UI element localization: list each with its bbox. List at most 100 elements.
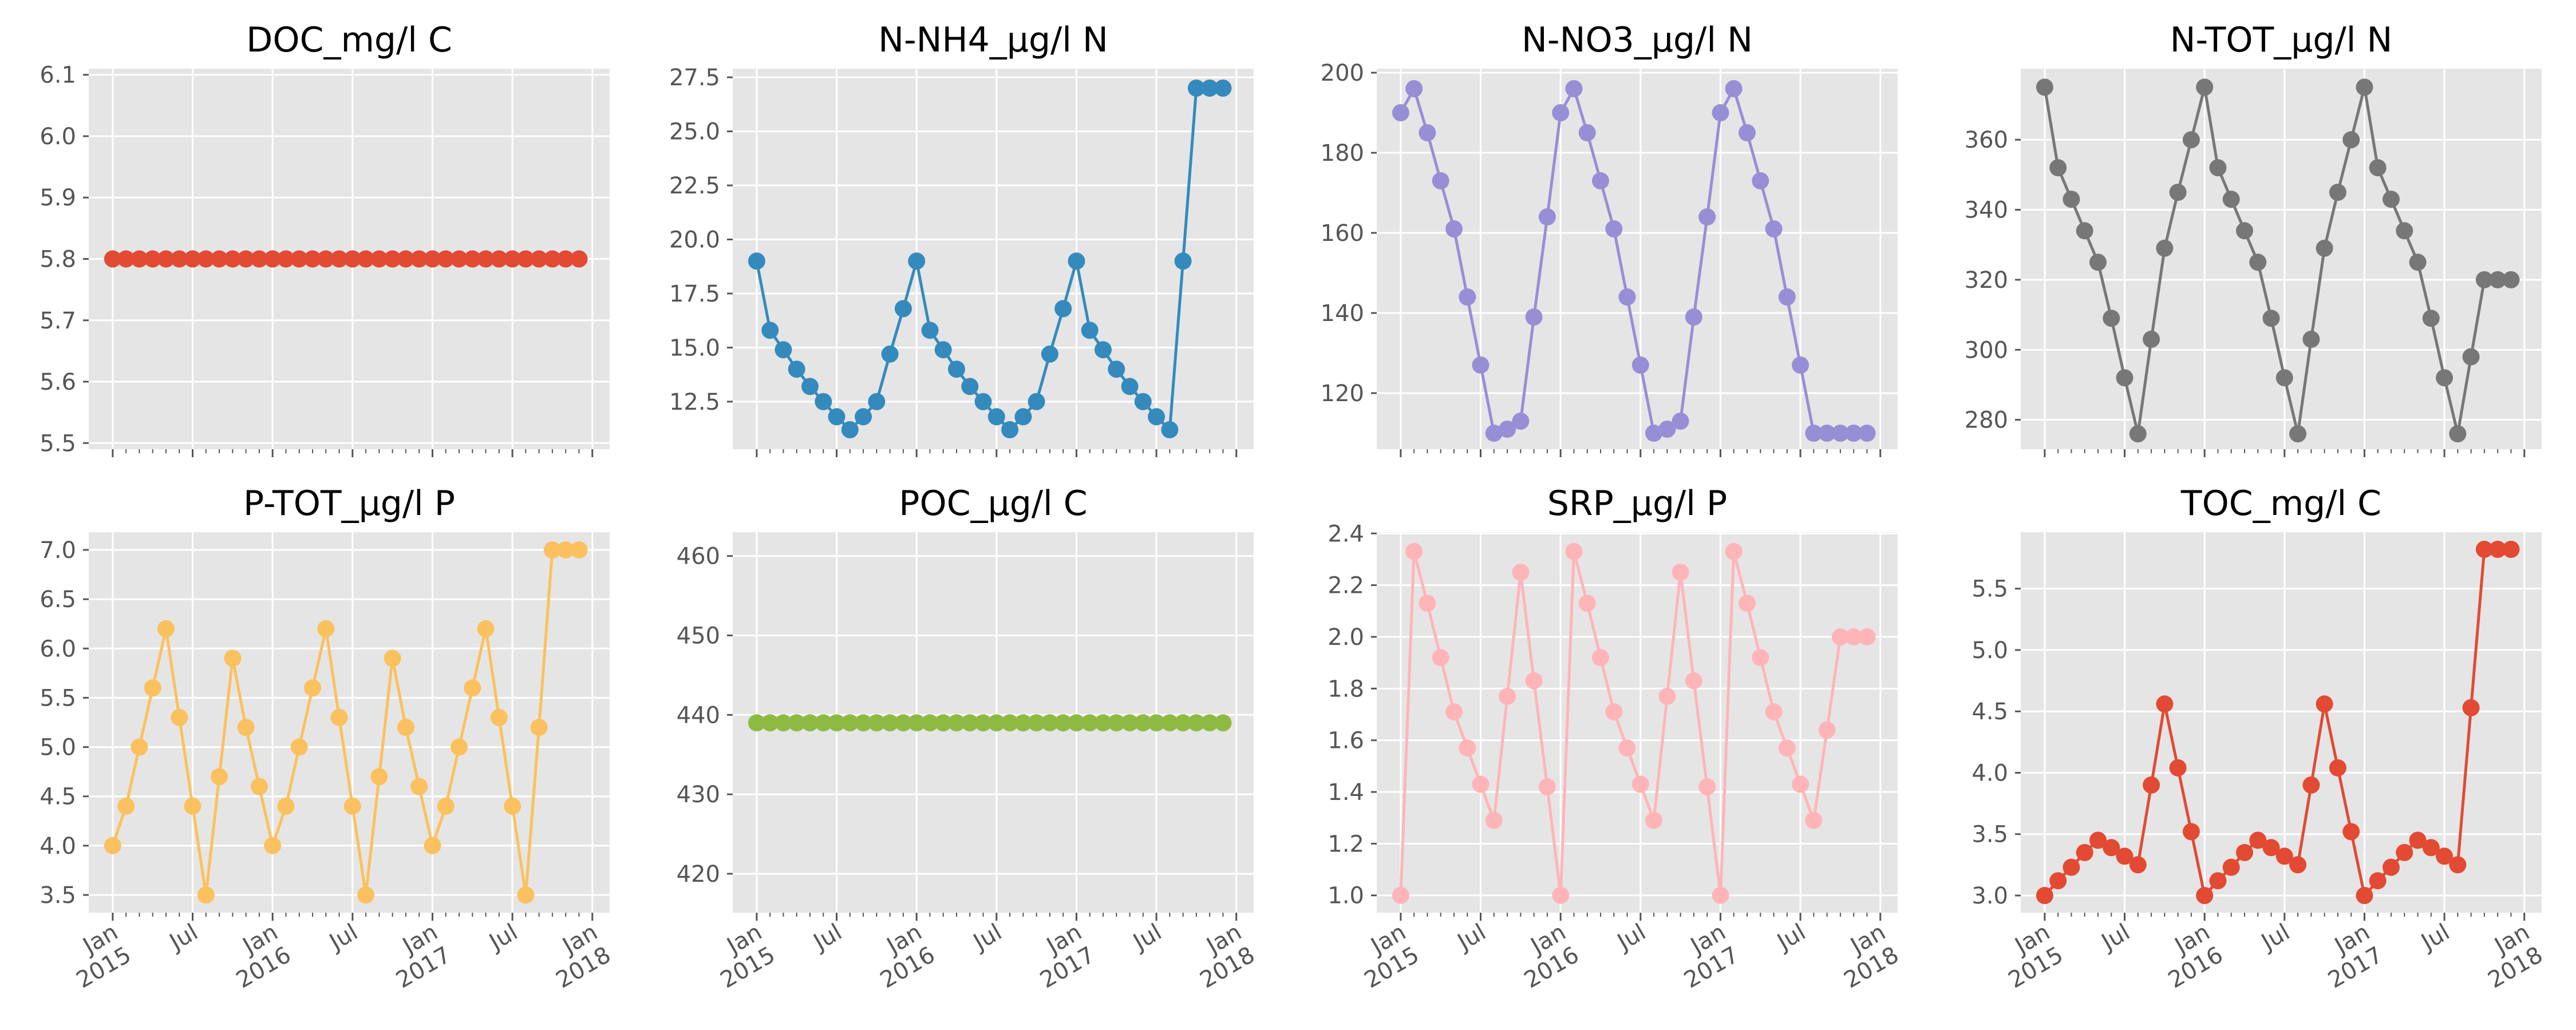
data-point — [801, 378, 819, 395]
data-point — [1552, 886, 1570, 904]
data-point — [2089, 253, 2107, 271]
data-point — [2169, 759, 2187, 777]
plot-area — [1377, 532, 1898, 913]
data-point — [1459, 739, 1476, 757]
data-point — [934, 714, 952, 732]
data-point — [1187, 714, 1205, 732]
data-point — [1419, 595, 1436, 612]
data-point — [277, 797, 295, 815]
data-point — [304, 250, 321, 268]
y-tick-label: 360 — [1965, 127, 2008, 153]
data-point — [2169, 184, 2187, 201]
y-tick-label: 1.0 — [1327, 883, 1364, 909]
plot-area — [89, 532, 610, 913]
data-point — [211, 768, 228, 786]
data-point — [2369, 872, 2387, 890]
data-point — [343, 250, 361, 268]
data-point — [2302, 330, 2320, 348]
data-point — [1778, 288, 1796, 306]
data-point — [131, 738, 148, 756]
data-point — [343, 797, 361, 815]
y-tick-label: 6.1 — [39, 62, 76, 89]
data-point — [131, 250, 148, 268]
data-point — [477, 620, 495, 637]
data-point — [1592, 649, 1609, 667]
data-point — [570, 541, 588, 558]
data-point — [117, 250, 135, 268]
data-point — [2196, 78, 2214, 96]
data-point — [2502, 541, 2520, 558]
y-tick-label: 280 — [1965, 407, 2008, 434]
y-tick-label: 4.0 — [1971, 760, 2008, 786]
data-point — [2449, 856, 2467, 874]
data-point — [788, 360, 805, 378]
data-point — [2036, 887, 2053, 904]
data-point — [250, 778, 268, 795]
data-point — [357, 250, 375, 268]
data-point — [2409, 253, 2427, 271]
data-point — [1658, 687, 1676, 705]
data-point — [1578, 124, 1596, 141]
data-point — [2289, 425, 2307, 443]
data-point — [2462, 699, 2480, 716]
data-point — [1028, 393, 1045, 410]
data-point — [2049, 159, 2067, 177]
data-point — [397, 719, 414, 736]
data-point — [948, 714, 965, 732]
data-point — [1725, 542, 1743, 560]
y-tick-label: 300 — [1965, 337, 2008, 363]
data-point — [1765, 703, 1783, 720]
data-point — [1432, 172, 1449, 189]
data-point — [1068, 714, 1085, 732]
data-point — [1525, 672, 1543, 690]
data-point — [1565, 80, 1583, 97]
data-point — [2196, 887, 2214, 904]
data-point — [410, 778, 428, 795]
data-point — [157, 250, 175, 268]
data-point — [961, 714, 979, 732]
data-point — [2462, 348, 2480, 366]
data-point — [2502, 271, 2520, 288]
y-tick-label: 430 — [677, 782, 720, 808]
data-point — [1068, 252, 1085, 270]
data-point — [2342, 823, 2360, 841]
data-point — [451, 738, 468, 756]
data-point — [370, 768, 388, 786]
data-point — [477, 250, 495, 268]
data-point — [2369, 159, 2387, 177]
y-tick-label: 7.0 — [39, 537, 76, 564]
data-point — [277, 250, 295, 268]
data-point — [290, 250, 308, 268]
data-point — [2475, 271, 2493, 288]
data-point — [2383, 191, 2400, 208]
chart-panel: 12.5 15.0 17.5 20.0 22.5 25.0 27.5 N-NH4_µg/l N — [669, 20, 1254, 457]
data-point — [1499, 421, 1516, 438]
chart-panel: 5.5 5.6 5.7 5.8 5.9 6.0 6.1 DOC_mg/l C — [39, 20, 610, 457]
data-point — [1214, 80, 1232, 97]
data-point — [1485, 425, 1503, 442]
data-point — [748, 252, 765, 270]
data-point — [517, 886, 535, 904]
data-point — [370, 250, 388, 268]
data-point — [1538, 208, 1556, 225]
data-point — [157, 620, 175, 637]
data-point — [2449, 425, 2467, 443]
data-point — [1041, 714, 1058, 732]
data-point — [250, 250, 268, 268]
data-point — [1095, 341, 1112, 359]
chart-title: TOC_mg/l C — [2180, 484, 2381, 524]
data-point — [1831, 628, 1849, 645]
data-point — [2329, 759, 2346, 777]
data-point — [2383, 858, 2400, 876]
chart-panel: 120 140 160 180 200 N-NO3_µg/l N — [1321, 20, 1898, 457]
data-point — [224, 250, 242, 268]
y-tick-label: 180 — [1321, 140, 1364, 167]
data-point — [815, 714, 832, 732]
data-point — [2489, 541, 2507, 558]
data-point — [1672, 564, 1689, 581]
data-point — [1739, 124, 1756, 141]
y-tick-label: 140 — [1321, 300, 1364, 327]
data-point — [2316, 695, 2333, 713]
data-point — [855, 714, 872, 732]
